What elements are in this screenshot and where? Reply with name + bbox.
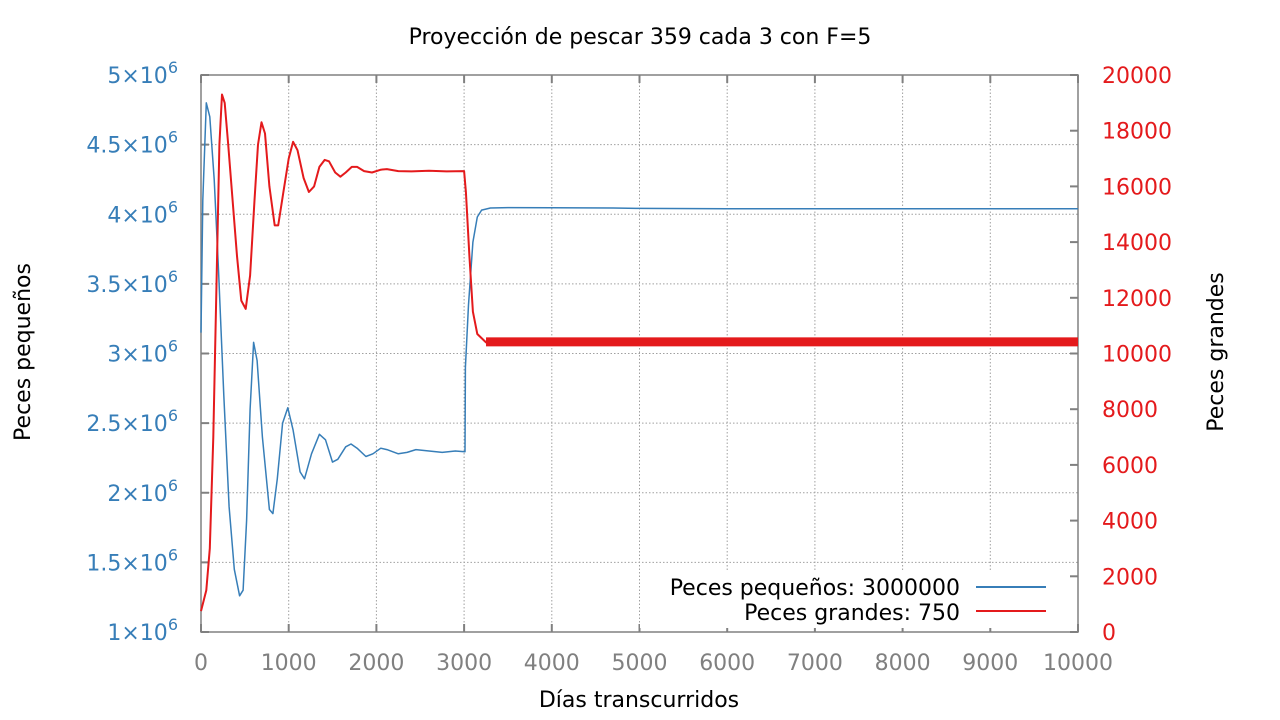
legend-background <box>640 572 1060 628</box>
x-axis-ticks: 0 1000 2000 3000 4000 5000 6000 7000 8000 9000 100… <box>194 651 1113 676</box>
y-left-tick-label: 4.5×106 <box>86 128 178 159</box>
series-line-small-fish <box>200 102 1078 597</box>
x-tick-label: 10000 <box>1043 651 1113 676</box>
legend-label-large: Peces grandes: 750 <box>744 601 960 626</box>
y-left-axis-label: Peces pequeños <box>11 263 36 441</box>
grid <box>201 75 1078 632</box>
series-line-large-fish <box>200 93 1078 612</box>
x-tick-label: 1000 <box>261 651 317 676</box>
y-left-tick-label: 3.5×106 <box>86 267 178 298</box>
y-left-axis-ticks: 1×106 1.5×106 2×106 2.5×106 3×106 3.5×106 4×10… <box>86 58 178 646</box>
legend: Peces pequeños: 3000000 Peces grandes: 7… <box>640 572 1060 628</box>
x-tick-label: 4000 <box>524 651 580 676</box>
chart-title: Proyección de pescar 359 cada 3 con F=5 <box>409 25 872 50</box>
x-tick-label: 3000 <box>436 651 492 676</box>
y-right-tick-label: 0 <box>1102 621 1116 646</box>
x-tick-label: 6000 <box>699 651 755 676</box>
x-tick-label: 2000 <box>348 651 404 676</box>
series-band-large-fish <box>486 337 1078 347</box>
x-tick-label: 8000 <box>875 651 931 676</box>
y-left-tick-label: 2×106 <box>107 476 178 507</box>
y-right-tick-label: 10000 <box>1102 343 1172 368</box>
series <box>200 93 1078 612</box>
y-right-tick-label: 4000 <box>1102 510 1158 535</box>
y-right-tick-label: 6000 <box>1102 454 1158 479</box>
x-tick-label: 0 <box>194 651 208 676</box>
x-tick-label: 9000 <box>962 651 1018 676</box>
x-tick-label: 5000 <box>612 651 668 676</box>
tick-marks <box>200 74 1079 633</box>
y-right-tick-label: 12000 <box>1102 287 1172 312</box>
y-left-tick-label: 2.5×106 <box>86 406 178 437</box>
legend-label-small: Peces pequeños: 3000000 <box>670 576 960 601</box>
y-left-tick-label: 1×106 <box>107 615 178 646</box>
x-axis-label: Días transcurridos <box>539 688 739 713</box>
y-right-tick-label: 8000 <box>1102 398 1158 423</box>
y-right-tick-label: 14000 <box>1102 231 1172 256</box>
y-right-tick-label: 20000 <box>1102 64 1172 89</box>
y-left-tick-label: 4×106 <box>107 197 178 228</box>
y-left-tick-label: 5×106 <box>107 58 178 89</box>
y-left-tick-label: 3×106 <box>107 337 178 368</box>
y-right-tick-label: 2000 <box>1102 565 1158 590</box>
y-right-axis-ticks: 0 2000 4000 6000 8000 10000 12000 14000 16000 180… <box>1102 64 1172 646</box>
y-left-tick-label: 1.5×106 <box>86 545 178 576</box>
y-right-axis-label: Peces grandes <box>1204 272 1229 432</box>
y-right-tick-label: 18000 <box>1102 120 1172 145</box>
x-tick-label: 7000 <box>787 651 843 676</box>
y-right-tick-label: 16000 <box>1102 175 1172 200</box>
